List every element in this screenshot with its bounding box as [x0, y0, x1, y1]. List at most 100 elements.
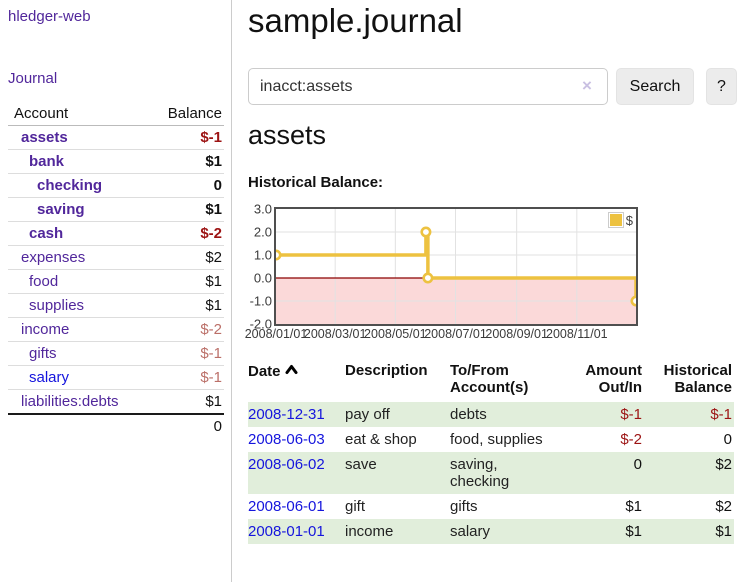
account-link[interactable]: food: [29, 273, 59, 290]
account-link[interactable]: checking: [37, 177, 103, 194]
transaction-amount: $1: [625, 498, 642, 515]
page-title: sample.journal: [248, 2, 463, 39]
transaction-date-link[interactable]: 2008-06-01: [248, 498, 325, 515]
main-content: sample.journal × Search ? assets Histori…: [244, 0, 742, 582]
account-row-gifts: gifts $-1: [8, 341, 224, 366]
transaction-balance: 0: [723, 431, 732, 448]
transaction-description: gift: [345, 498, 366, 515]
search-button[interactable]: Search: [616, 68, 694, 105]
account-balance: $-2: [151, 317, 224, 342]
account-row-liabilities-debts: liabilities:debts $1: [8, 389, 224, 414]
y-tick-label: -1.0: [249, 293, 272, 309]
transaction-description: pay off: [345, 406, 390, 423]
transaction-amount: $-2: [620, 431, 642, 448]
accounts-table: Account Balance assets $-1 bank $1 check…: [8, 102, 224, 438]
sort-ascending-icon: [285, 362, 298, 379]
account-row-supplies: supplies $1: [8, 293, 224, 318]
register-header-amount: Amount Out/In: [585, 362, 642, 396]
account-link[interactable]: bank: [29, 153, 65, 170]
accounts-total-balance: 0: [151, 413, 224, 438]
transaction-amount: 0: [633, 456, 642, 473]
transaction-accounts: food, supplies: [450, 431, 543, 448]
y-tick-label: 2.0: [253, 224, 272, 240]
help-button[interactable]: ?: [706, 68, 737, 105]
app-brand-link[interactable]: hledger-web: [8, 8, 91, 25]
account-balance: $1: [151, 149, 224, 174]
register-row: 2008-06-02 save saving, checking 0 $2: [248, 452, 734, 494]
register-header-accounts: To/From Account(s): [450, 362, 529, 396]
y-tick-label: 0.0: [253, 270, 272, 286]
transaction-balance: $2: [715, 498, 732, 515]
search-input[interactable]: [248, 68, 608, 105]
account-link[interactable]: supplies: [29, 297, 85, 314]
clear-search-icon[interactable]: ×: [582, 76, 592, 95]
y-tick-label: -2.0: [249, 316, 272, 332]
transaction-description: income: [345, 523, 394, 540]
transaction-date-link[interactable]: 2008-12-31: [248, 406, 325, 423]
account-link[interactable]: income: [21, 321, 70, 338]
transaction-description: eat & shop: [345, 431, 417, 448]
accounts-header-account: Account: [8, 102, 152, 126]
chart-title: Historical Balance:: [248, 174, 384, 191]
transaction-accounts: salary: [450, 523, 491, 540]
account-row-food: food $1: [8, 269, 224, 294]
account-link[interactable]: cash: [29, 225, 64, 242]
balance-chart-plot: $: [274, 207, 638, 326]
accounts-header-balance: Balance: [151, 102, 224, 126]
transaction-balance: $-1: [710, 406, 732, 423]
register-row: 2008-12-31 pay off debts $-1 $-1: [248, 402, 734, 427]
balance-chart: 3.0 2.0 1.0 0.0 -1.0 -2.0 $ 2008/01/01 2008/03…: [244, 200, 666, 345]
account-row-saving: saving $1: [8, 197, 224, 222]
account-link[interactable]: assets: [21, 129, 68, 146]
register-header-date[interactable]: Date: [248, 358, 345, 402]
x-tick-label: 2008/01/01: [244, 327, 308, 341]
account-balance: $1: [151, 269, 224, 294]
account-row-income: income $-2: [8, 317, 224, 342]
transaction-balance: $2: [715, 456, 732, 473]
register-row: 2008-06-03 eat & shop food, supplies $-2…: [248, 427, 734, 452]
account-link[interactable]: saving: [37, 201, 85, 218]
transaction-balance: $1: [715, 523, 732, 540]
account-balance: $-2: [151, 221, 224, 246]
account-balance: $-1: [151, 365, 224, 390]
account-link[interactable]: salary: [29, 369, 70, 386]
register-header-description: Description: [345, 362, 428, 379]
sidebar: hledger-web Journal Account Balance asse…: [0, 0, 232, 582]
account-row-checking: checking 0: [8, 173, 224, 198]
chart-legend: $: [607, 212, 633, 228]
x-tick-label: 2008/09/01: [485, 327, 548, 341]
register-header-row: Date Description To/From Account(s) Amou…: [248, 358, 734, 402]
account-balance: $1: [151, 197, 224, 222]
account-balance: $1: [151, 293, 224, 318]
transaction-date-link[interactable]: 2008-06-03: [248, 431, 325, 448]
transaction-date-link[interactable]: 2008-06-02: [248, 456, 325, 473]
legend-swatch-border: [607, 212, 624, 228]
account-balance: $-1: [151, 341, 224, 366]
transaction-amount: $1: [625, 523, 642, 540]
account-link[interactable]: liabilities:debts: [21, 393, 119, 410]
transaction-description: save: [345, 456, 377, 473]
account-balance: $1: [151, 389, 224, 414]
account-link[interactable]: expenses: [21, 249, 86, 266]
account-heading: assets: [248, 120, 327, 150]
legend-swatch: [609, 214, 622, 226]
x-tick-label: 2008/07/01: [424, 327, 487, 341]
transaction-date-link[interactable]: 2008-01-01: [248, 523, 325, 540]
accounts-table-header: Account Balance: [8, 102, 224, 126]
account-link[interactable]: gifts: [29, 345, 57, 362]
y-tick-label: 1.0: [253, 247, 272, 263]
account-row-bank: bank $1: [8, 149, 224, 174]
x-tick-label: 2008/03/01: [303, 327, 367, 341]
sidebar-item-journal[interactable]: Journal: [8, 70, 58, 87]
search-form: × Search ?: [248, 68, 742, 106]
register-table: Date Description To/From Account(s) Amou…: [248, 358, 734, 544]
account-row-assets: assets $-1: [8, 126, 224, 150]
account-row-cash: cash $-2: [8, 221, 224, 246]
account-balance: 0: [151, 173, 224, 198]
account-balance: $-1: [200, 129, 222, 146]
account-row-salary: salary $-1: [8, 365, 224, 390]
register-row: 2008-06-01 gift gifts $1 $2: [248, 494, 734, 519]
transaction-accounts: gifts: [450, 498, 478, 515]
x-tick-label: 2008/05/01: [364, 327, 427, 341]
account-balance: $2: [151, 245, 224, 270]
